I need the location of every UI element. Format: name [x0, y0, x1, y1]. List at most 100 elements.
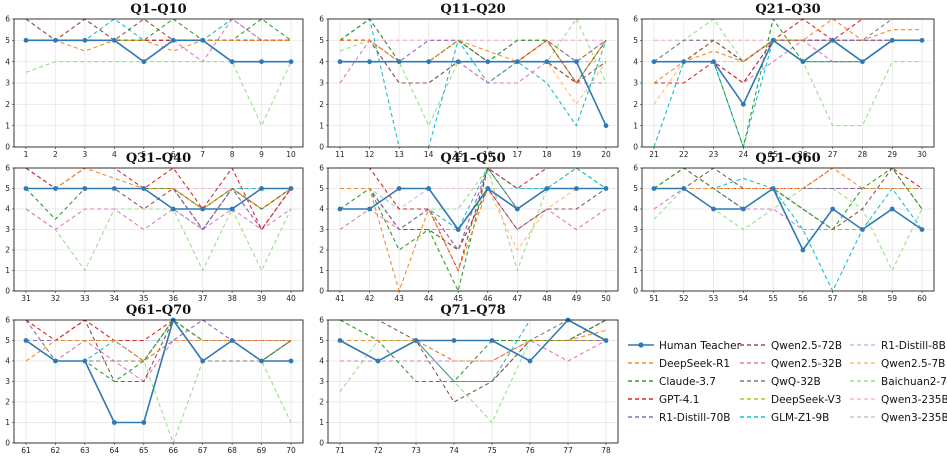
x-tick-label: 13: [394, 150, 404, 159]
data-point: [426, 59, 432, 65]
y-tick-label: 4: [5, 57, 10, 66]
legend-item-qwen3-235b-c: Qwen3-235B-C: [850, 394, 947, 406]
data-point: [740, 101, 746, 107]
data-point: [544, 59, 550, 65]
data-point: [396, 186, 402, 191]
x-tick-label: 2: [53, 150, 58, 159]
series-line: [340, 187, 607, 251]
y-tick-label: 4: [319, 357, 324, 366]
x-tick-label: 1: [24, 150, 29, 159]
data-point: [860, 59, 865, 65]
x-tick-label: 26: [798, 150, 808, 159]
x-tick-label: 39: [257, 294, 267, 303]
x-tick-label: 66: [168, 446, 178, 455]
series-claude-3-7: [653, 167, 923, 231]
series-line: [340, 60, 607, 127]
legend-item-qwen2-5-72b: Qwen2.5-72B: [740, 340, 842, 352]
x-tick-label: 68: [227, 446, 237, 455]
series-glm-z1-9b: [653, 39, 922, 148]
y-tick-label: 0: [319, 439, 324, 448]
panel-frame: [13, 18, 304, 148]
data-point: [200, 37, 206, 43]
legend-item-claude-3-7: Claude-3.7: [628, 376, 716, 388]
data-point: [141, 186, 147, 191]
series-gpt-4-1: [25, 167, 292, 231]
x-tick-label: 16: [483, 150, 493, 159]
data-point: [574, 59, 579, 65]
data-point: [288, 59, 294, 65]
data-point: [375, 358, 381, 364]
x-tick-label: 71: [335, 446, 345, 455]
series-claude-3-7: [26, 18, 292, 41]
series-human-teacher: [337, 186, 609, 232]
legend-label: R1-Distill-8B: [881, 340, 946, 352]
legend-label: Qwen2.5-32B: [771, 358, 842, 370]
x-tick-label: 64: [110, 446, 120, 455]
legend-item-deepseek-r1: DeepSeek-R1: [628, 358, 730, 370]
x-tick-label: 9: [259, 150, 264, 159]
data-point: [53, 186, 58, 191]
data-point: [23, 37, 29, 43]
series-line: [340, 187, 606, 251]
panel-grid: [642, 167, 934, 292]
x-tick-label: 72: [373, 446, 383, 455]
panel-title: Q51–Q60: [755, 151, 820, 166]
y-tick-label: 1: [5, 418, 10, 427]
x-tick-label: 21: [649, 150, 659, 159]
x-tick-label: 12: [365, 150, 375, 159]
series-line: [339, 319, 607, 362]
series-line: [25, 187, 292, 220]
data-point: [451, 338, 457, 343]
x-tick-label: 5: [141, 150, 146, 159]
panel-title: Q41–Q50: [440, 151, 505, 166]
y-tick-label: 5: [633, 36, 638, 45]
series-line: [25, 208, 292, 272]
data-point: [367, 59, 372, 65]
series-line: [653, 167, 923, 231]
data-point: [603, 123, 609, 129]
x-tick-label: 44: [424, 294, 434, 303]
x-tick-label: 11: [335, 150, 345, 159]
panel-title: Q61–Q70: [126, 303, 191, 318]
x-tick-label: 41: [335, 294, 345, 303]
series-glm-z1-9b: [339, 18, 607, 148]
x-tick-label: 18: [542, 150, 552, 159]
x-tick-label: 37: [198, 294, 208, 303]
x-tick-label: 36: [168, 294, 178, 303]
data-point: [651, 186, 657, 191]
legend-label: GPT-4.1: [659, 394, 699, 406]
series-line: [653, 18, 922, 127]
x-tick-label: 10: [286, 150, 296, 159]
x-tick-label: 45: [453, 294, 463, 303]
x-tick-label: 25: [768, 150, 778, 159]
y-tick-label: 2: [5, 398, 10, 407]
x-tick-label: 76: [525, 446, 535, 455]
x-tick-label: 27: [828, 150, 838, 159]
y-tick-label: 2: [5, 100, 10, 109]
panel-title: Q1–Q10: [130, 2, 186, 17]
data-point: [485, 186, 491, 191]
series-line: [26, 39, 291, 63]
x-tick-label: 52: [679, 294, 689, 303]
series-human-teacher: [337, 317, 609, 364]
data-point: [259, 358, 264, 364]
series-line: [340, 319, 607, 383]
series-line: [339, 319, 607, 383]
y-tick-label: 4: [5, 205, 10, 214]
series-qwen2-5-7b: [340, 39, 607, 105]
y-tick-label: 4: [5, 357, 10, 366]
legend-item-qwq-32b: QwQ-32B: [740, 376, 821, 388]
x-tick-label: 8: [230, 150, 235, 159]
series-line: [340, 39, 607, 105]
panel-61-70: Q61–Q70 0 1 2 3 4 5 6 61 62 63 64 65 66 67 68 69 70: [5, 303, 304, 455]
y-tick-label: 1: [319, 266, 324, 275]
y-tick-label: 6: [319, 316, 324, 325]
series-line: [25, 319, 291, 342]
series-deepseek-r1: [653, 18, 922, 84]
series-line: [26, 18, 292, 41]
series-deepseek-r1: [25, 339, 291, 362]
data-point: [170, 206, 176, 212]
data-point: [514, 206, 520, 212]
